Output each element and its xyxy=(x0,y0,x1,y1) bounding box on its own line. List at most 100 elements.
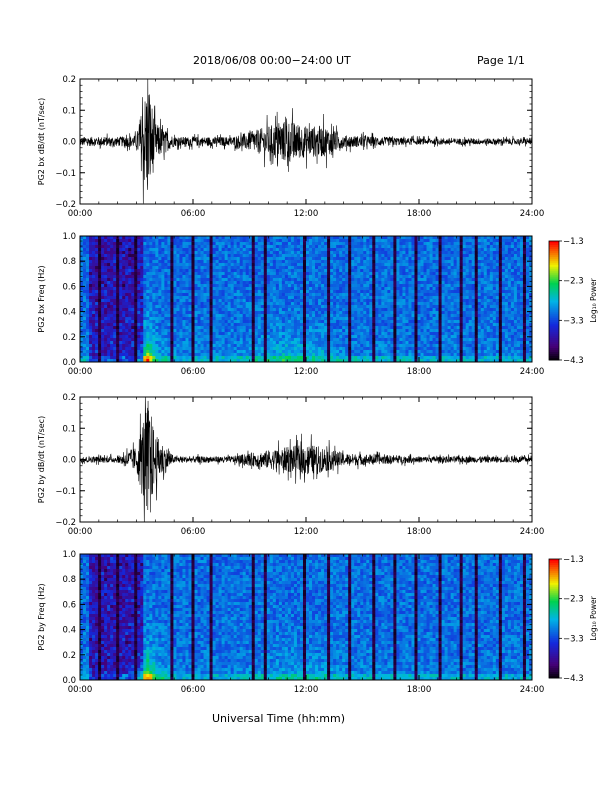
heat-cell xyxy=(306,284,310,288)
heat-cell xyxy=(176,344,180,348)
heat-cell xyxy=(146,344,150,348)
heat-cell xyxy=(236,248,241,252)
heat-cell xyxy=(188,239,192,243)
heat-cell xyxy=(233,287,238,291)
heat-cell xyxy=(176,320,180,324)
heat-cell xyxy=(167,239,171,243)
heat-cell xyxy=(206,293,210,297)
heat-cell xyxy=(218,266,223,270)
y-tick-label: 0.2 xyxy=(62,75,76,85)
heat-cell xyxy=(309,278,313,282)
heat-cell xyxy=(327,302,331,306)
heat-cell xyxy=(408,281,412,285)
heat-cell xyxy=(194,266,198,270)
heat-cell xyxy=(399,338,403,342)
heat-cell xyxy=(348,302,352,306)
heat-cell xyxy=(131,251,135,255)
heat-cell xyxy=(411,293,415,297)
heat-cell xyxy=(200,296,204,300)
heat-cell xyxy=(119,323,123,327)
heat-cell xyxy=(405,317,409,321)
heat-cell xyxy=(206,296,210,300)
heat-cell xyxy=(167,326,171,330)
heat-cell xyxy=(363,350,367,354)
heat-cell xyxy=(420,296,424,300)
heat-cell xyxy=(369,272,373,276)
heat-cell xyxy=(170,305,174,309)
heat-cell xyxy=(278,311,283,315)
heat-cell xyxy=(200,347,204,351)
heat-cell xyxy=(345,359,349,363)
heat-cell xyxy=(83,251,87,255)
heat-cell xyxy=(191,290,195,294)
heat-cell xyxy=(336,338,340,342)
heat-cell xyxy=(287,314,292,318)
heat-cell xyxy=(194,260,198,264)
heat-cell xyxy=(215,293,220,297)
heat-cell xyxy=(140,281,144,285)
heat-cell xyxy=(182,245,186,249)
heat-cell xyxy=(263,260,268,264)
heat-cell xyxy=(309,257,313,261)
heat-cell xyxy=(122,239,126,243)
heat-cell xyxy=(83,269,87,273)
heat-cell xyxy=(233,302,238,306)
heat-cell xyxy=(254,293,259,297)
heat-cell xyxy=(194,314,198,318)
heat-cell xyxy=(185,248,189,252)
heat-cell xyxy=(402,305,406,309)
heat-cell xyxy=(272,317,277,321)
heat-cell xyxy=(212,284,216,288)
heat-cell xyxy=(408,335,412,339)
heat-cell xyxy=(342,290,346,294)
heat-cell xyxy=(426,314,430,318)
heat-cell xyxy=(327,236,331,240)
heat-cell xyxy=(89,248,93,252)
heat-cell xyxy=(224,299,229,303)
heat-cell xyxy=(339,341,343,345)
heat-cell xyxy=(375,248,379,252)
heat-cell xyxy=(263,350,268,354)
heat-cell xyxy=(315,308,319,312)
heat-cell xyxy=(354,347,358,351)
heat-cell xyxy=(98,332,102,336)
heat-cell xyxy=(330,290,334,294)
heat-cell xyxy=(354,266,358,270)
heat-cell xyxy=(248,251,253,255)
heat-cell xyxy=(179,236,183,240)
heat-cell xyxy=(212,293,216,297)
heat-cell xyxy=(287,308,292,312)
heat-cell xyxy=(411,296,415,300)
heat-cell xyxy=(293,251,298,255)
heat-cell xyxy=(224,284,229,288)
heat-cell xyxy=(203,323,207,327)
heat-cell xyxy=(426,305,430,309)
heat-cell xyxy=(369,296,373,300)
heat-cell xyxy=(266,251,271,255)
heat-cell xyxy=(242,299,247,303)
heat-cell xyxy=(302,320,307,324)
heat-cell xyxy=(417,248,421,252)
heat-cell xyxy=(254,347,259,351)
heat-cell xyxy=(146,242,150,246)
heat-cell xyxy=(164,311,168,315)
heat-cell xyxy=(357,245,361,249)
heat-cell xyxy=(134,314,138,318)
heat-cell xyxy=(134,356,138,360)
heat-cell xyxy=(191,251,195,255)
heat-cell xyxy=(257,260,262,264)
heat-cell xyxy=(417,296,421,300)
heat-cell xyxy=(215,323,220,327)
heat-cell xyxy=(281,242,286,246)
heat-cell xyxy=(80,353,84,357)
heat-cell xyxy=(89,272,93,276)
heat-cell xyxy=(281,332,286,336)
heat-cell xyxy=(134,326,138,330)
heat-cell xyxy=(167,305,171,309)
heat-cell xyxy=(257,275,262,279)
heat-cell xyxy=(420,302,424,306)
heat-cell xyxy=(218,335,223,339)
heat-cell xyxy=(143,356,147,360)
heat-cell xyxy=(318,284,322,288)
heat-cell xyxy=(212,353,216,357)
